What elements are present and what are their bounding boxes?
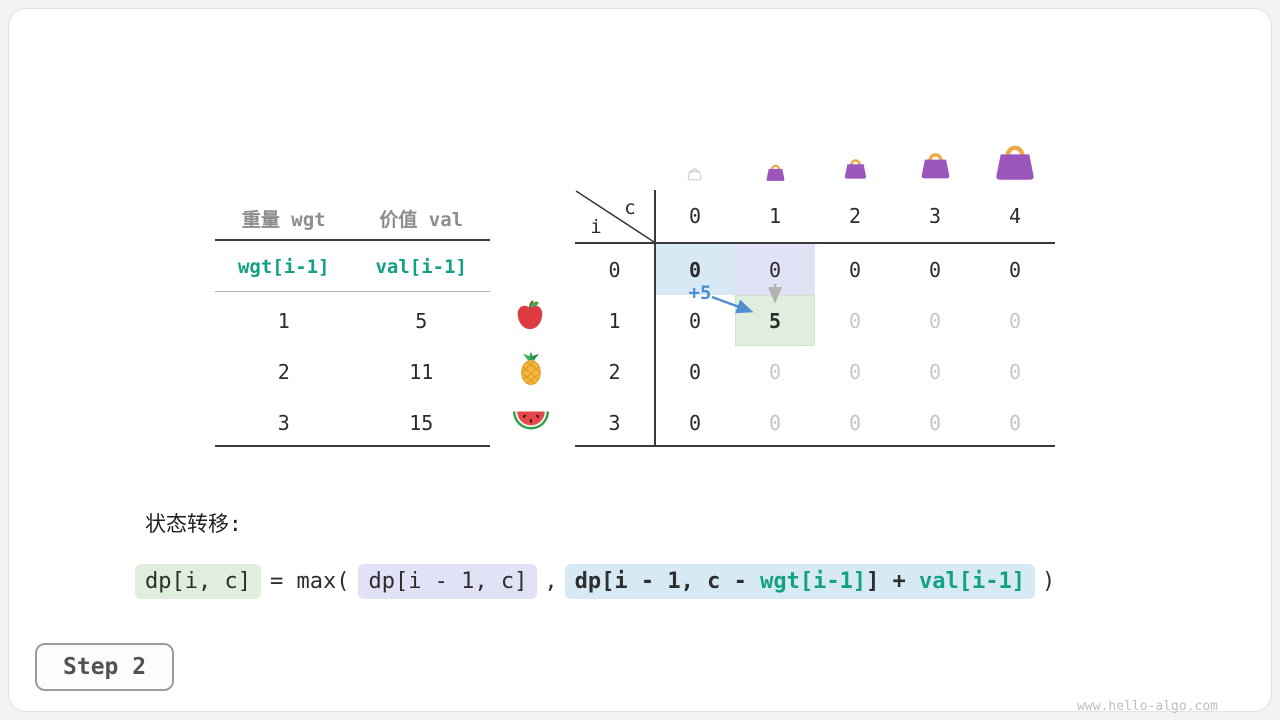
formula-comma: , <box>544 568 558 594</box>
item-weight: 3 <box>277 410 290 435</box>
item-value: 11 <box>409 359 434 384</box>
row-header: 0 <box>608 257 621 282</box>
col-header: 3 <box>928 204 942 228</box>
items-symbol-row: wgt[i-1] val[i-1] <box>215 243 490 290</box>
apple-icon <box>517 300 543 330</box>
item-row: 1 5 <box>215 295 490 346</box>
row-header: 3 <box>608 410 621 435</box>
dp-cell: 0 <box>1008 410 1022 435</box>
item-weight: 1 <box>277 308 290 333</box>
formula-take-prefix: dp[i - 1, c - <box>574 568 761 594</box>
row-header: 1 <box>608 308 621 333</box>
col-header: 0 <box>688 204 702 228</box>
dp-cell: 0 <box>688 410 702 435</box>
dp-cell: 0 <box>688 308 702 333</box>
item-value: 5 <box>415 308 428 333</box>
formula-close-paren: ) <box>1042 568 1056 594</box>
dp-cell: 0 <box>928 308 942 333</box>
capacity-variable-label: c <box>624 197 636 219</box>
dp-row: 0 5 0 0 0 <box>655 295 1055 346</box>
dp-cell: 0 <box>848 308 862 333</box>
bag-icon <box>996 145 1034 180</box>
dp-cell: 0 <box>1008 308 1022 333</box>
pineapple-icon <box>521 351 541 385</box>
dp-column-headers: 0 1 2 3 4 <box>655 191 1055 241</box>
item-row: 2 11 <box>215 346 490 397</box>
divider <box>575 445 1055 447</box>
transition-formula: dp[i, c] = max( dp[i - 1, c] , dp[i - 1,… <box>135 560 1062 602</box>
formula-option-take: dp[i - 1, c - wgt[i-1]] + val[i-1] <box>564 563 1036 599</box>
dp-cell: 0 <box>848 359 862 384</box>
item-row: 3 15 <box>215 397 490 448</box>
bag-icon <box>921 153 950 179</box>
value-column-header: 价值 val <box>379 208 464 231</box>
dp-cell: 0 <box>928 410 942 435</box>
weight-column-header: 重量 wgt <box>241 208 326 231</box>
dp-cell: 0 <box>688 359 702 384</box>
dp-row-headers: 0 1 2 3 <box>575 244 654 448</box>
wgt-symbol: wgt[i-1] <box>237 255 330 278</box>
formula-take-val: val[i-1] <box>919 568 1026 594</box>
bag-icon <box>844 159 867 179</box>
bag-icon <box>687 168 702 181</box>
item-value: 15 <box>409 410 434 435</box>
formula-take-wgt: wgt[i-1] <box>760 568 867 594</box>
cell-highlight-source-blue <box>655 244 735 295</box>
corner-diagonal-line <box>575 190 655 243</box>
dp-cell: 0 <box>928 359 942 384</box>
dp-cell: 0 <box>1008 359 1022 384</box>
formula-lhs: dp[i, c] <box>135 563 261 599</box>
row-header: 2 <box>608 359 621 384</box>
col-header: 2 <box>848 204 862 228</box>
item-variable-label: i <box>590 216 602 238</box>
dp-row: 0 0 0 0 0 <box>655 397 1055 448</box>
formula-take-mid: ] + <box>866 568 920 594</box>
dp-cell: 0 <box>768 359 782 384</box>
item-weight: 2 <box>277 359 290 384</box>
dp-cell: 0 <box>1008 257 1022 282</box>
dp-cell: 0 <box>688 257 702 282</box>
dp-cell: 0 <box>848 257 862 282</box>
col-header: 4 <box>1008 204 1022 228</box>
bag-icon <box>766 164 785 181</box>
dp-cell: 0 <box>848 410 862 435</box>
added-value-annotation: +5 <box>688 282 712 304</box>
site-watermark: www.hello-algo.com <box>1077 699 1218 714</box>
dp-cell: 0 <box>768 257 782 282</box>
items-table-header: 重量 wgt 价值 val <box>215 196 490 240</box>
divider <box>215 445 490 447</box>
val-symbol: val[i-1] <box>375 255 467 278</box>
transition-section-label: 状态转移: <box>145 512 242 536</box>
watermelon-icon <box>512 411 550 430</box>
dp-cell: 0 <box>928 257 942 282</box>
formula-option-keep: dp[i - 1, c] <box>358 563 538 599</box>
divider <box>215 239 490 241</box>
formula-equals-max: = max( <box>269 568 350 594</box>
divider <box>654 190 656 447</box>
dp-cell: 0 <box>768 410 782 435</box>
divider <box>575 242 1055 244</box>
dp-cell: 5 <box>768 308 782 333</box>
dp-row: 0 0 0 0 0 <box>655 346 1055 397</box>
divider <box>215 291 490 292</box>
dp-row: 0 0 0 0 0 <box>655 244 1055 295</box>
col-header: 1 <box>768 204 782 228</box>
step-badge: Step 2 <box>35 643 175 691</box>
